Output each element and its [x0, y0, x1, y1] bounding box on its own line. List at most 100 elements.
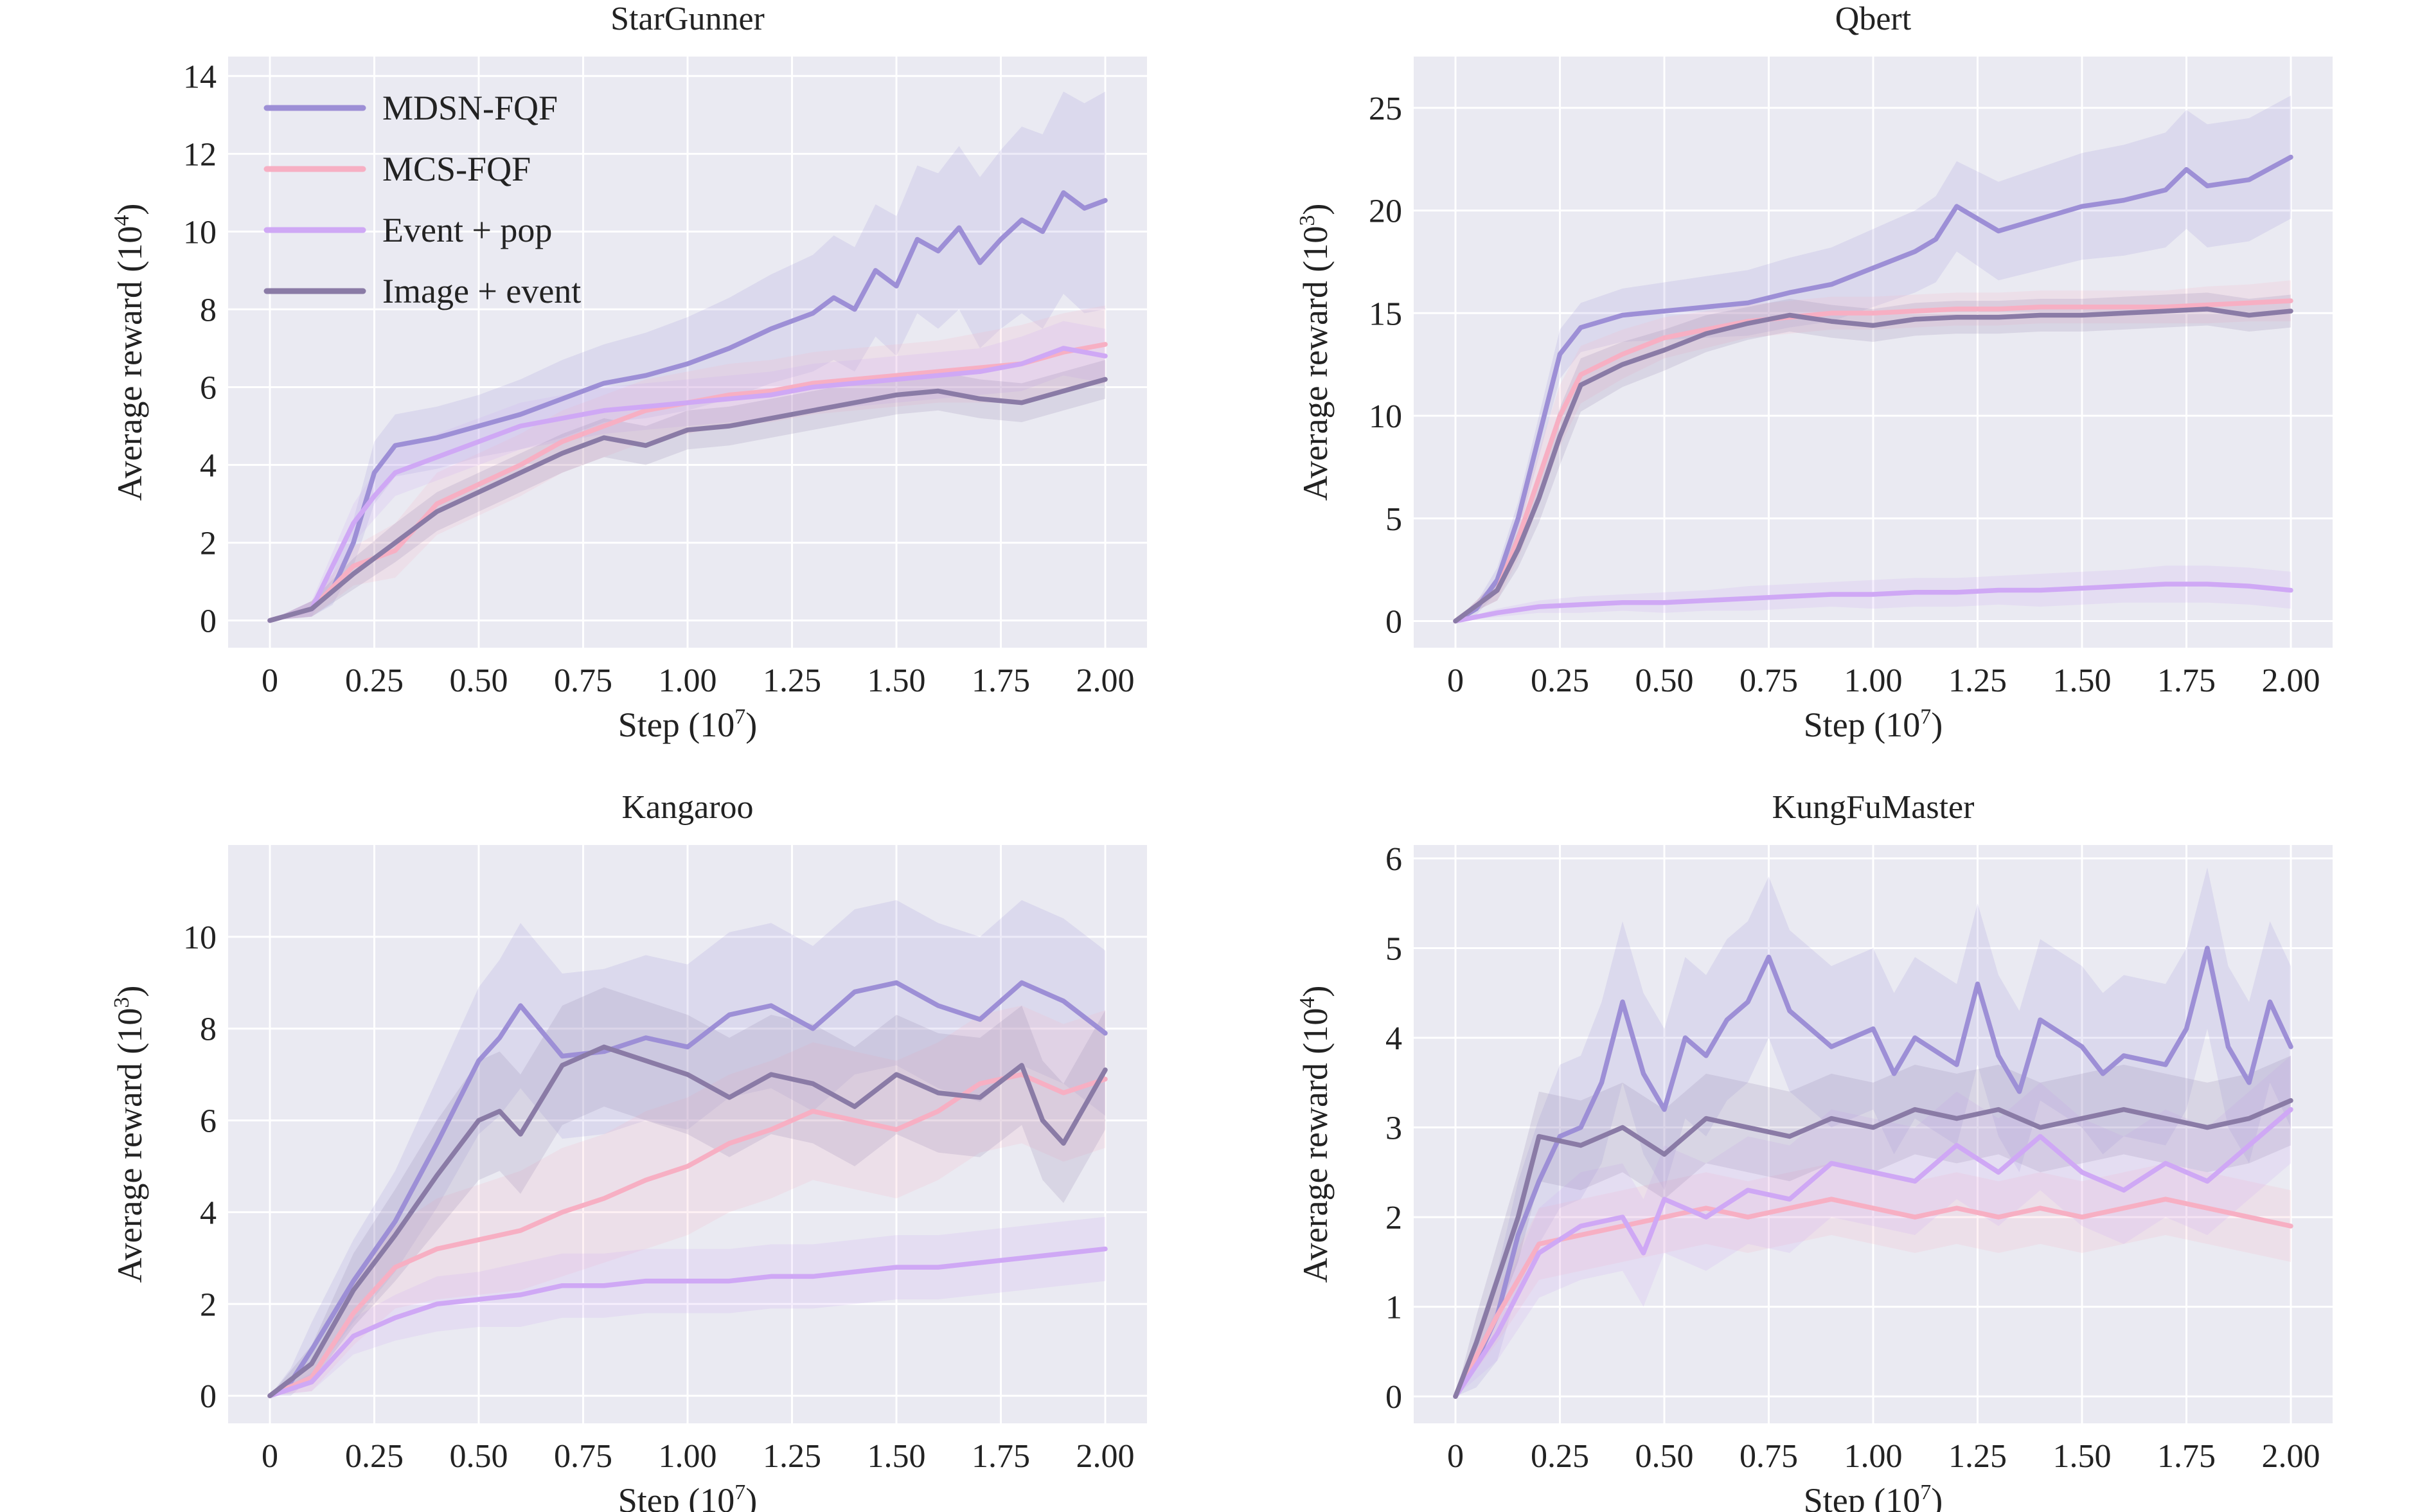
series-band-0	[1455, 867, 2291, 1397]
x-tick-label: 1.75	[972, 663, 1030, 699]
y-tick-label: 2	[200, 526, 217, 562]
subplot-2: 0 0.25 0.50 0.75 1.00 1.25 1.50 1.75 2.00 0 2 4 6 8 10…	[110, 789, 1147, 1512]
series-line-1	[1453, 298, 2293, 624]
legend-label: Image + event	[382, 272, 581, 310]
y-tick-label: 8	[200, 292, 217, 328]
series-band-3	[1455, 292, 2291, 621]
series-line-3	[1453, 1098, 2293, 1399]
x-tick-label: 0.50	[1635, 1438, 1694, 1475]
y-tick-label: 4	[200, 448, 217, 485]
chart-title: Kangaroo	[621, 789, 753, 826]
x-tick-label: 0.75	[1739, 1438, 1798, 1475]
x-tick-label: 1.25	[763, 663, 821, 699]
y-tick-label: 10	[183, 214, 217, 251]
x-tick-label: 1.25	[1948, 1438, 2007, 1475]
x-tick-label: 0.25	[1531, 1438, 1589, 1475]
y-tick-label: 1	[1385, 1290, 1402, 1326]
x-tick-label: 0.75	[1739, 663, 1798, 699]
series-band-1	[1455, 1163, 2291, 1397]
series-line-2	[1453, 582, 2293, 624]
y-tick-label: 20	[1369, 193, 1402, 230]
x-tick-label: 1.25	[763, 1438, 821, 1475]
y-tick-label: 2	[1385, 1200, 1402, 1236]
y-axis-label: Average reward (103)	[110, 986, 149, 1283]
series-line-3	[1453, 307, 2293, 624]
x-tick-label: 1.50	[868, 663, 926, 699]
series-line-3	[267, 377, 1108, 623]
subplot-3: 0 0.25 0.50 0.75 1.00 1.25 1.50 1.75 2.00 0 1 2 3 4 5 6…	[1295, 789, 2333, 1512]
y-tick-label: 2	[200, 1286, 217, 1323]
subplot-1: 0 0.25 0.50 0.75 1.00 1.25 1.50 1.75 2.00 0 5 10 15 2…	[1295, 1, 2333, 744]
x-tick-label: 1.75	[972, 1438, 1030, 1475]
chart-title: StarGunner	[610, 1, 765, 37]
series-group	[267, 91, 1108, 623]
x-tick-label: 0	[1447, 1438, 1464, 1475]
y-axis-label-exponent: 3	[1295, 215, 1319, 226]
y-axis-label: Average reward (104)	[1295, 986, 1335, 1283]
legend-label: Event + pop	[382, 211, 552, 249]
x-tick-label: 1.00	[1844, 1438, 1903, 1475]
series-band-0	[270, 900, 1105, 1396]
x-tick-label: 0.75	[554, 663, 612, 699]
series-band-0	[1455, 95, 2291, 621]
y-tick-label: 8	[200, 1011, 217, 1048]
y-tick-label: 6	[200, 369, 217, 406]
series-band-1	[1455, 280, 2291, 621]
x-tick-label: 0	[262, 663, 278, 699]
series-line-0	[1453, 154, 2293, 624]
x-tick-label: 1.00	[659, 663, 717, 699]
y-axis-label-exponent: 4	[1295, 997, 1319, 1008]
series-group	[267, 900, 1108, 1398]
subplot-0: 0 0.25 0.50 0.75 1.00 1.25 1.50 1.75 2.00 0 2 4 6 8 10…	[110, 1, 1147, 744]
chart-title: KungFuMaster	[1772, 789, 1975, 826]
y-axis-label: Average reward (104)	[110, 204, 149, 501]
y-axis-label: Average reward (103)	[1295, 204, 1335, 501]
y-tick-label: 0	[200, 603, 217, 640]
y-tick-label: 5	[1385, 501, 1402, 538]
x-tick-label: 2.00	[2262, 663, 2320, 699]
x-tick-label: 0.25	[345, 663, 404, 699]
legend-label: MCS-FQF	[382, 150, 531, 188]
y-tick-label: 6	[1385, 841, 1402, 878]
y-tick-label: 5	[1385, 930, 1402, 967]
series-band-2	[1455, 1055, 2291, 1397]
legend: MDSN-FQF MCS-FQF Event + pop Image + event	[263, 89, 581, 310]
x-tick-label: 0.75	[554, 1438, 612, 1475]
y-axis-label-exponent: 3	[110, 997, 134, 1008]
series-line-0	[267, 980, 1108, 1398]
x-tick-label: 0.25	[1531, 663, 1589, 699]
series-band-3	[270, 360, 1105, 621]
x-tick-label: 1.00	[1844, 663, 1903, 699]
y-axis-label-exponent: 4	[110, 215, 134, 226]
y-tick-label: 10	[183, 920, 217, 956]
x-tick-label: 1.50	[2053, 1438, 2112, 1475]
y-tick-label: 0	[1385, 603, 1402, 640]
legend-label: MDSN-FQF	[382, 89, 558, 127]
series-line-0	[267, 190, 1108, 623]
y-tick-label: 12	[183, 136, 217, 173]
y-tick-label: 6	[200, 1103, 217, 1140]
x-tick-label: 0	[262, 1438, 278, 1475]
y-tick-label: 15	[1369, 296, 1402, 332]
x-axis-label-exponent: 7	[734, 1481, 745, 1504]
x-tick-label: 0.50	[450, 1438, 508, 1475]
x-tick-label: 2.00	[2262, 1438, 2320, 1475]
series-group	[1453, 95, 2293, 624]
y-tick-label: 25	[1369, 91, 1402, 127]
x-tick-label: 0.50	[1635, 663, 1694, 699]
x-axis-label: Step (107)	[618, 705, 757, 744]
series-band-0	[270, 91, 1105, 621]
x-tick-label: 1.75	[2157, 663, 2216, 699]
series-band-3	[270, 987, 1105, 1396]
x-tick-label: 1.50	[868, 1438, 926, 1475]
y-tick-label: 3	[1385, 1110, 1402, 1147]
series-band-1	[270, 305, 1105, 621]
series-band-1	[270, 1006, 1105, 1396]
y-tick-label: 4	[1385, 1020, 1402, 1057]
series-line-2	[1453, 1107, 2293, 1399]
y-tick-label: 14	[183, 58, 217, 95]
series-line-1	[267, 1072, 1108, 1398]
y-tick-label: 4	[200, 1195, 217, 1231]
x-axis-label-exponent: 7	[1920, 705, 1931, 729]
